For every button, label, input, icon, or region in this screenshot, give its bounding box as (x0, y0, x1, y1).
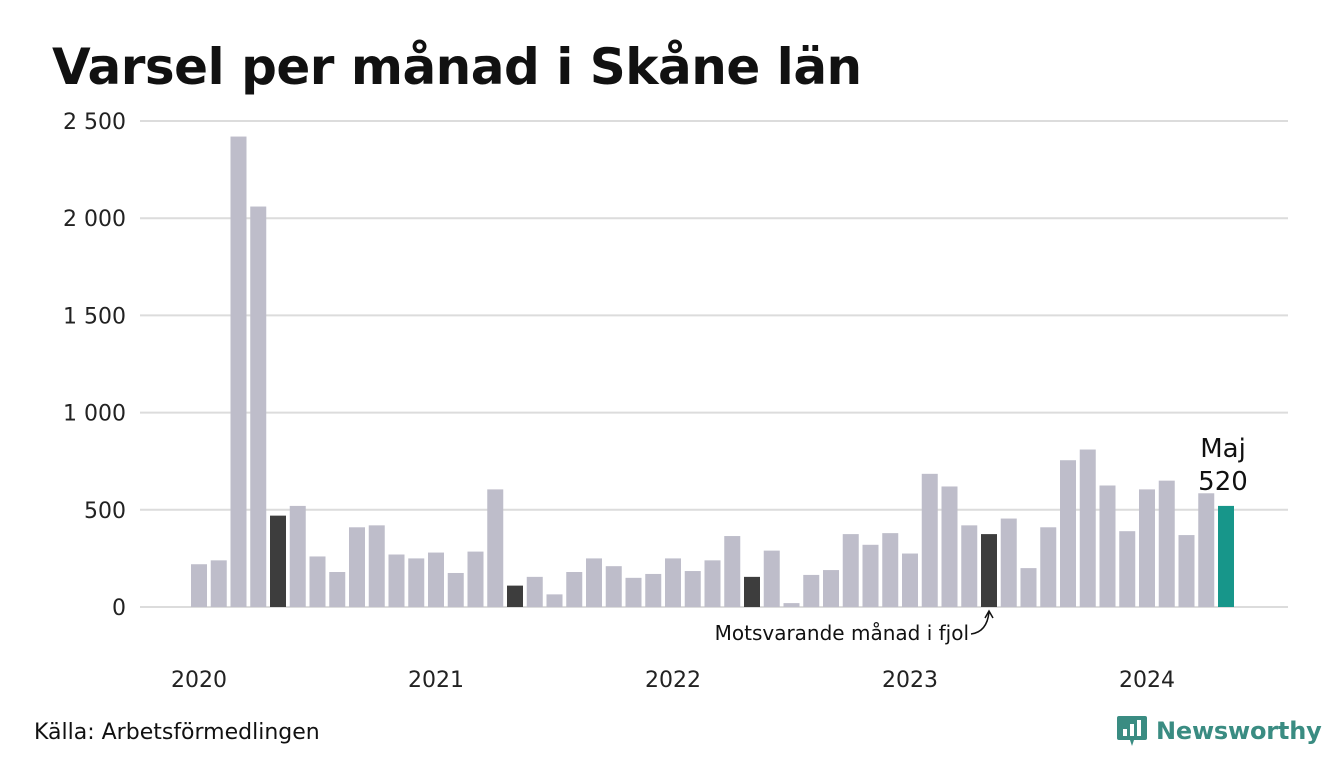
x-tick-label: 2020 (171, 668, 227, 693)
bar (368, 525, 385, 607)
bar (1000, 518, 1017, 607)
bar (349, 527, 365, 607)
bar (467, 551, 484, 607)
bar (1119, 531, 1136, 607)
bar (961, 525, 978, 607)
bar (1020, 568, 1037, 607)
y-tick-label: 0 (112, 596, 126, 621)
bar (1079, 449, 1096, 607)
bar (230, 136, 247, 607)
y-tick-label: 2 000 (63, 207, 126, 232)
bar (763, 550, 780, 607)
bar (507, 585, 523, 607)
bar (289, 505, 306, 607)
bar (803, 574, 820, 607)
bar (270, 515, 286, 607)
bar (842, 534, 859, 607)
y-tick-label: 2 500 (63, 110, 126, 135)
bar (645, 573, 662, 607)
x-tick-label: 2023 (882, 668, 938, 693)
source-note: Källa: Arbetsförmedlingen (34, 720, 320, 745)
bar (428, 552, 444, 607)
y-tick-label: 1 500 (63, 304, 126, 329)
bar (487, 489, 504, 607)
bar (546, 594, 563, 607)
newsworthy-logo-icon (1117, 716, 1147, 746)
highlight-month-label: Maj (1200, 434, 1246, 464)
bar (981, 534, 997, 607)
annotation-label: Motsvarande månad i fjol (715, 621, 969, 645)
bar (823, 570, 839, 607)
bar (724, 536, 741, 607)
bar (250, 206, 267, 607)
bar (1060, 460, 1076, 607)
brand-name: Newsworthy (1156, 717, 1322, 745)
bar (921, 473, 938, 607)
gridlines (140, 120, 1288, 608)
bar (605, 566, 622, 607)
brand-logo: Newsworthy (1116, 714, 1322, 748)
x-tick-label: 2022 (645, 668, 701, 693)
x-tick-label: 2024 (1119, 668, 1175, 693)
bars (191, 136, 1234, 607)
bar (388, 554, 405, 607)
bar (783, 603, 800, 607)
bar (191, 564, 207, 607)
bar (1218, 505, 1234, 607)
x-axis-labels: 2020 2021 2022 2023 2024 (171, 668, 1175, 693)
bar (329, 572, 346, 607)
bar (210, 560, 227, 607)
bar (1139, 489, 1155, 607)
x-tick-label: 2021 (408, 668, 464, 693)
chart-title: Varsel per månad i Skåne län (52, 38, 862, 96)
bar (586, 558, 602, 607)
bar (902, 553, 918, 607)
bar (1178, 535, 1195, 607)
annotation-arrowhead (984, 609, 994, 619)
bar (526, 576, 543, 607)
bar (1158, 480, 1175, 607)
y-axis-labels: 0 500 1 000 1 500 2 000 2 500 (63, 110, 126, 621)
bar (684, 571, 701, 607)
bar (408, 558, 425, 607)
bar (309, 556, 326, 607)
bar (704, 560, 721, 607)
highlight-value-label: 520 (1198, 467, 1248, 497)
bar (862, 544, 879, 607)
y-tick-label: 1 000 (63, 402, 126, 427)
bar (1040, 527, 1057, 607)
bar (566, 572, 583, 607)
bar (882, 533, 899, 607)
y-tick-label: 500 (84, 499, 126, 524)
bar (744, 576, 760, 607)
annotation-arrow (970, 611, 990, 635)
bar (625, 577, 642, 607)
bar (1099, 485, 1116, 607)
bar (941, 486, 958, 607)
bar (665, 558, 681, 607)
bar (447, 572, 464, 607)
bar (1198, 493, 1215, 607)
